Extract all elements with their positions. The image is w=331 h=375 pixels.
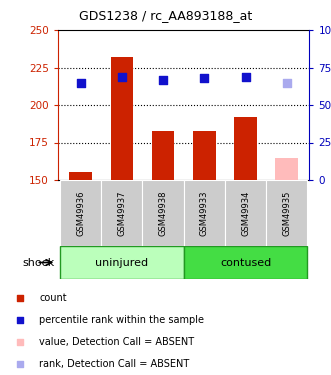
Point bbox=[78, 80, 83, 86]
Point bbox=[119, 74, 124, 80]
Point bbox=[17, 317, 22, 323]
Bar bbox=[69, 172, 92, 180]
Point bbox=[243, 74, 248, 80]
Point bbox=[202, 75, 207, 81]
Text: GSM49938: GSM49938 bbox=[159, 190, 167, 236]
Point bbox=[17, 295, 22, 301]
Bar bbox=[152, 130, 174, 180]
Bar bbox=[225, 180, 266, 246]
Text: GSM49936: GSM49936 bbox=[76, 190, 85, 236]
Text: rank, Detection Call = ABSENT: rank, Detection Call = ABSENT bbox=[39, 359, 189, 369]
Bar bbox=[60, 246, 184, 279]
Point bbox=[161, 76, 166, 82]
Text: GSM49937: GSM49937 bbox=[118, 190, 126, 236]
Bar bbox=[184, 246, 307, 279]
Point bbox=[17, 339, 22, 345]
Text: GSM49934: GSM49934 bbox=[241, 190, 250, 236]
Text: percentile rank within the sample: percentile rank within the sample bbox=[39, 315, 204, 325]
Bar bbox=[184, 180, 225, 246]
Text: GSM49935: GSM49935 bbox=[282, 190, 291, 236]
Bar bbox=[111, 57, 133, 180]
Text: contused: contused bbox=[220, 258, 271, 267]
Text: shock: shock bbox=[23, 258, 55, 267]
Text: count: count bbox=[39, 293, 67, 303]
Bar bbox=[60, 180, 101, 246]
Text: uninjured: uninjured bbox=[95, 258, 148, 267]
Text: value, Detection Call = ABSENT: value, Detection Call = ABSENT bbox=[39, 337, 194, 347]
Bar bbox=[101, 180, 142, 246]
Text: GDS1238 / rc_AA893188_at: GDS1238 / rc_AA893188_at bbox=[79, 9, 252, 22]
Text: GSM49933: GSM49933 bbox=[200, 190, 209, 236]
Bar bbox=[142, 180, 184, 246]
Bar bbox=[193, 130, 216, 180]
Point bbox=[17, 361, 22, 367]
Bar bbox=[266, 180, 307, 246]
Point bbox=[284, 80, 289, 86]
Bar bbox=[234, 117, 257, 180]
Bar bbox=[275, 158, 298, 180]
